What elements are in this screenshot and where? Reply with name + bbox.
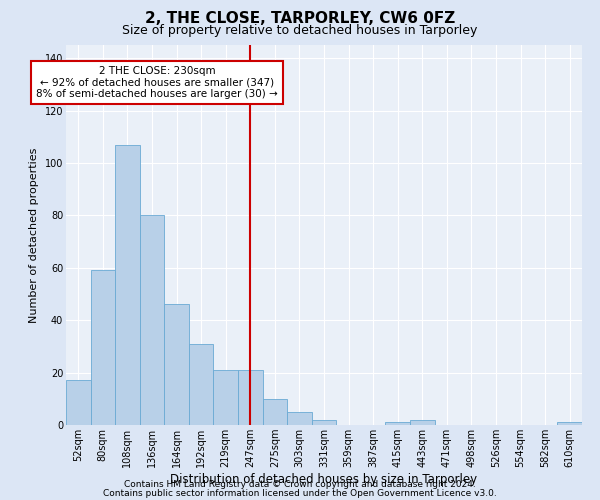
Y-axis label: Number of detached properties: Number of detached properties bbox=[29, 148, 39, 322]
Bar bbox=[164, 304, 189, 425]
Bar bbox=[410, 420, 434, 425]
Bar bbox=[263, 399, 287, 425]
Text: Size of property relative to detached houses in Tarporley: Size of property relative to detached ho… bbox=[122, 24, 478, 37]
Bar bbox=[189, 344, 214, 425]
Bar bbox=[115, 144, 140, 425]
Bar bbox=[557, 422, 582, 425]
Text: Contains HM Land Registry data © Crown copyright and database right 2024.: Contains HM Land Registry data © Crown c… bbox=[124, 480, 476, 489]
Bar bbox=[140, 216, 164, 425]
Bar bbox=[287, 412, 312, 425]
Bar bbox=[238, 370, 263, 425]
Text: Contains public sector information licensed under the Open Government Licence v3: Contains public sector information licen… bbox=[103, 488, 497, 498]
Bar bbox=[312, 420, 336, 425]
Bar bbox=[385, 422, 410, 425]
Bar bbox=[91, 270, 115, 425]
Text: 2 THE CLOSE: 230sqm
← 92% of detached houses are smaller (347)
8% of semi-detach: 2 THE CLOSE: 230sqm ← 92% of detached ho… bbox=[36, 66, 278, 99]
Bar bbox=[66, 380, 91, 425]
Text: 2, THE CLOSE, TARPORLEY, CW6 0FZ: 2, THE CLOSE, TARPORLEY, CW6 0FZ bbox=[145, 11, 455, 26]
Bar bbox=[214, 370, 238, 425]
X-axis label: Distribution of detached houses by size in Tarporley: Distribution of detached houses by size … bbox=[170, 473, 478, 486]
